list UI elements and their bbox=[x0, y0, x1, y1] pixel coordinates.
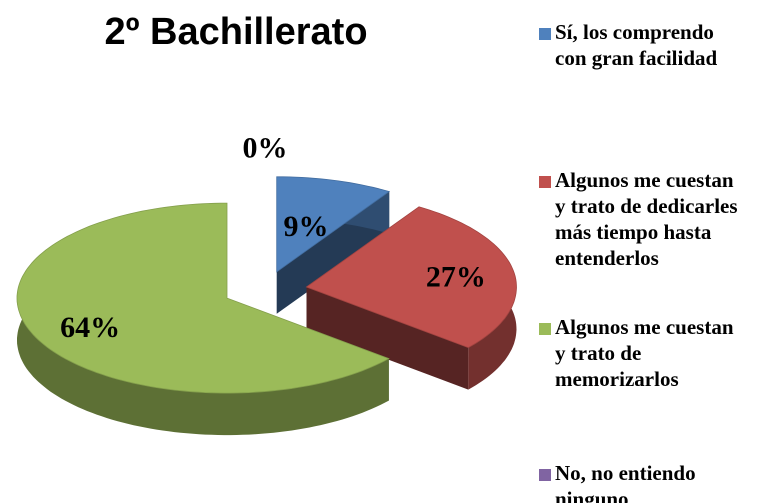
data-label: 64% bbox=[60, 311, 120, 344]
legend-swatch bbox=[539, 28, 551, 40]
data-label: 27% bbox=[426, 260, 486, 293]
legend-swatch bbox=[539, 469, 551, 481]
slice bbox=[305, 206, 517, 349]
chart-title: 2º Bachillerato bbox=[104, 11, 367, 53]
legend-label: Algunos me cuestan y trato de memorizarlos bbox=[555, 315, 734, 391]
legend-label: No, no entiendo ninguno bbox=[555, 461, 696, 503]
slice-side bbox=[306, 287, 469, 390]
data-label: 0% bbox=[243, 132, 288, 165]
slice bbox=[16, 202, 390, 394]
slice bbox=[276, 176, 391, 273]
legend-label: Algunos me cuestan y trato de dedicarles m… bbox=[555, 168, 738, 270]
data-label: 9% bbox=[284, 210, 329, 243]
legend-swatch bbox=[539, 176, 551, 188]
legend-label: Sí, los comprendo con gran facilidad bbox=[555, 20, 717, 70]
legend-swatch bbox=[539, 323, 551, 335]
